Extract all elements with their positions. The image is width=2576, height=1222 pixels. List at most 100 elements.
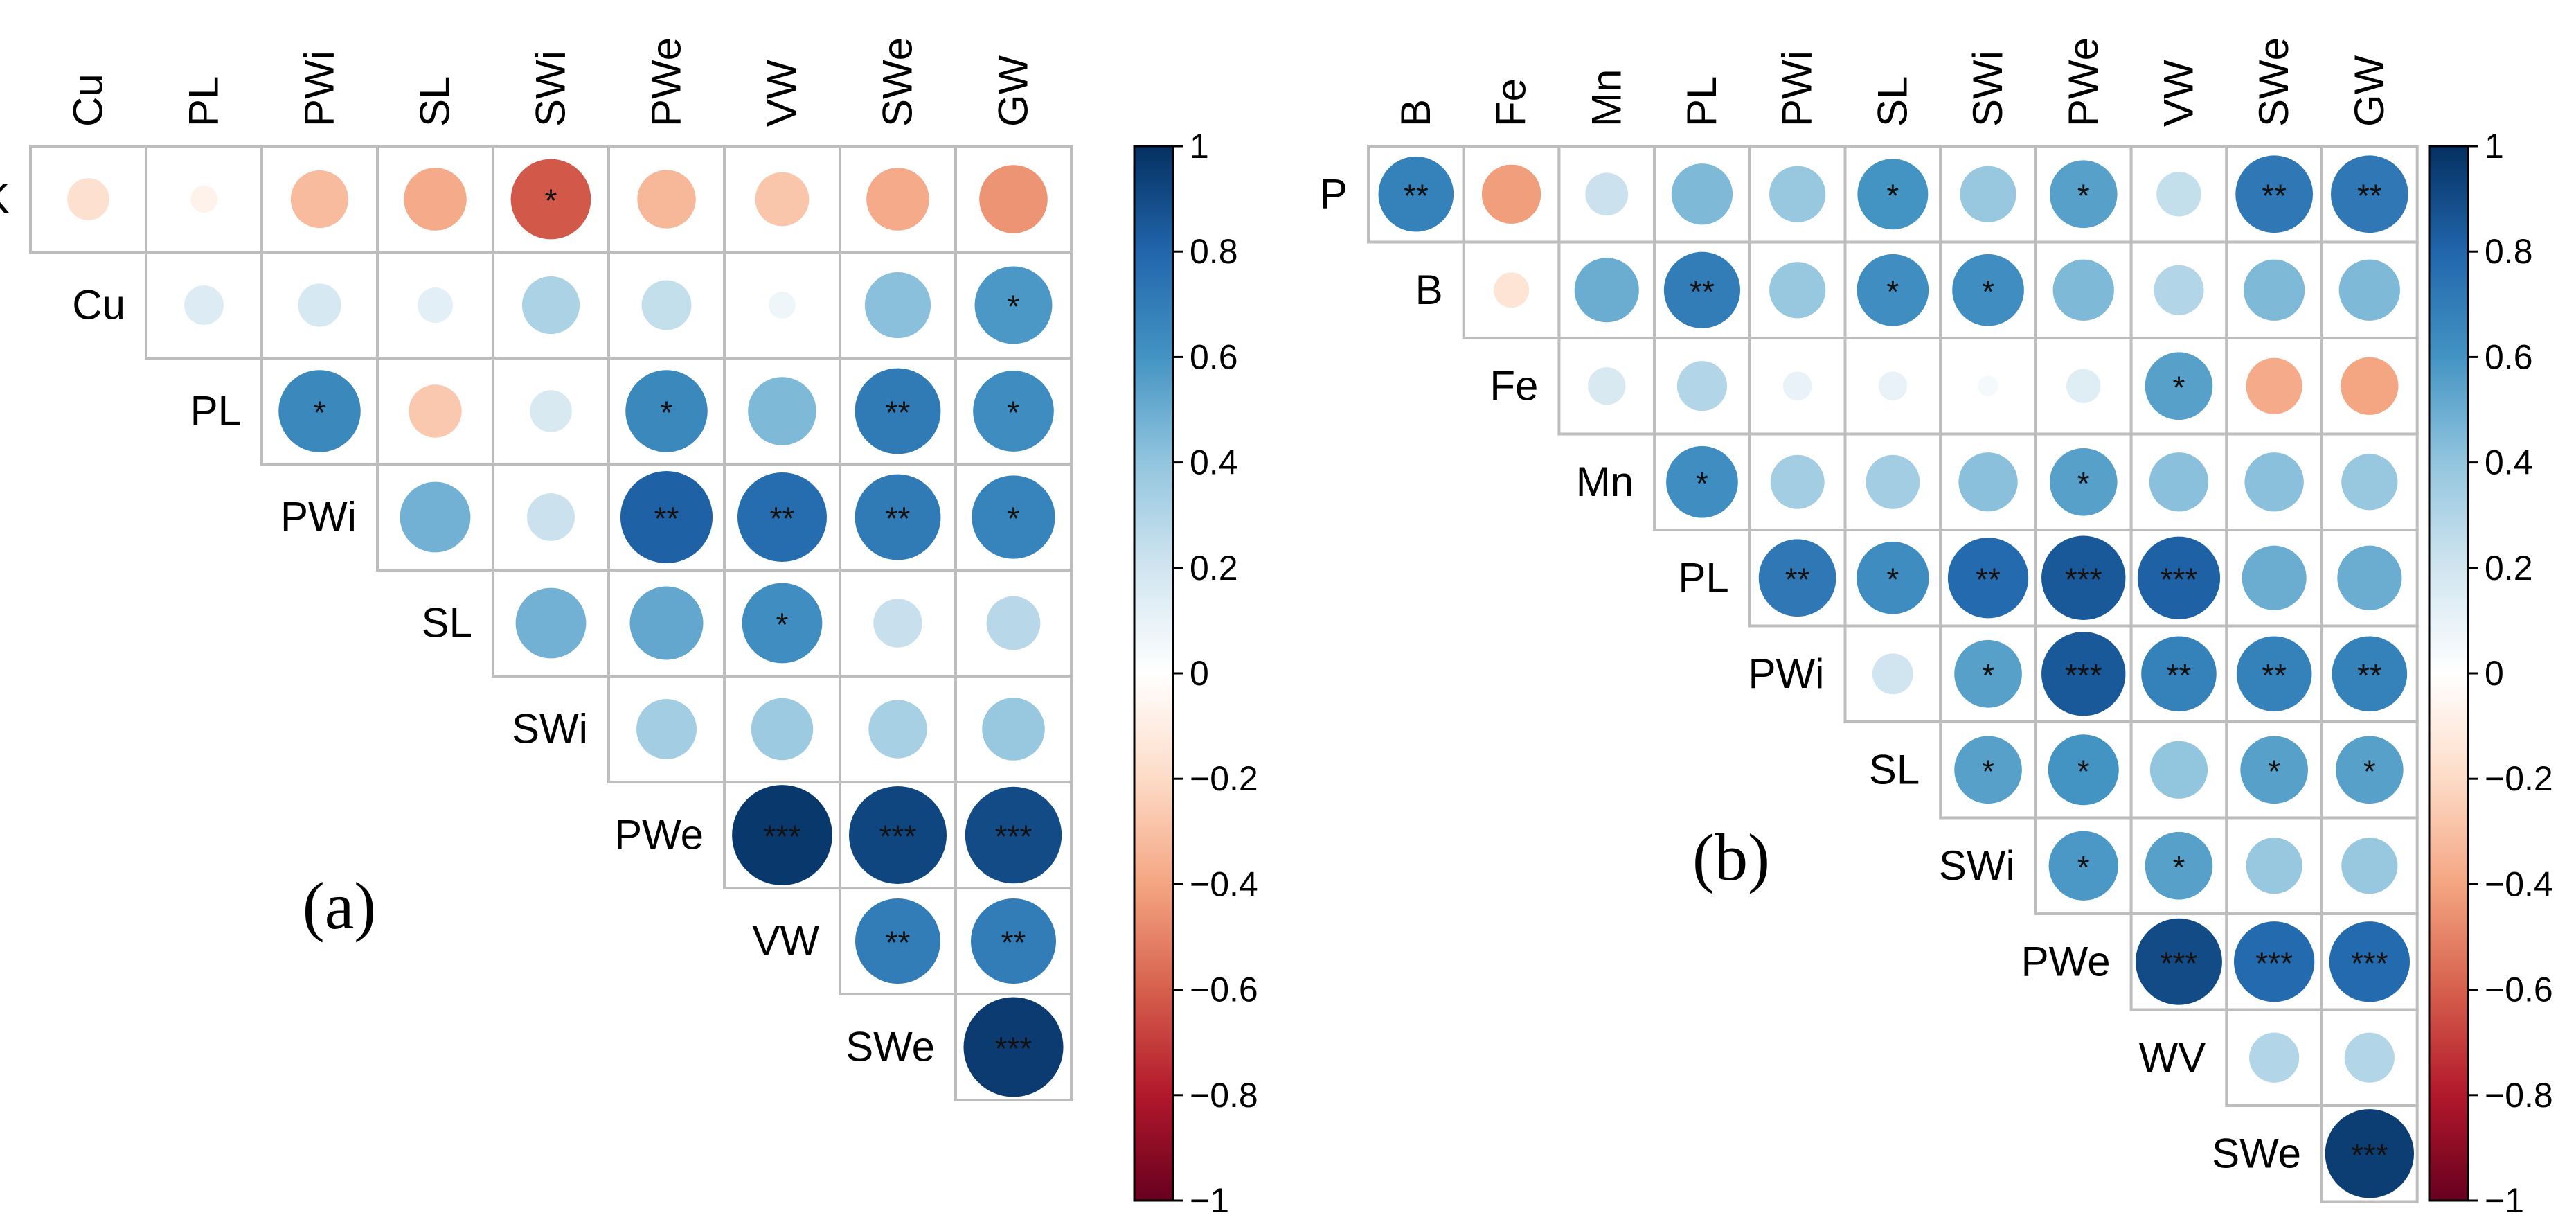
significance-marker: * (1982, 657, 1994, 693)
corr-circle-swe-gw (963, 997, 1064, 1097)
corr-circle-sl-swe (873, 599, 922, 648)
significance-marker: ** (886, 925, 911, 961)
row-label-mn: Mn (1576, 459, 1634, 505)
corr-circle-pwi-gw (972, 475, 1055, 559)
corr-circle-pwi-pwe (2041, 632, 2126, 716)
corr-circle-fe-mn (1588, 367, 1626, 405)
corr-circle-mn-vw (2149, 452, 2209, 512)
colorbar-tick-label: −1 (1190, 1181, 1229, 1220)
colorbar-tick-label: 1 (2485, 127, 2504, 166)
corr-circle-p-pwi (1769, 166, 1826, 222)
cell-mn-gw (2320, 432, 2419, 531)
corr-circle-cu-pl (184, 285, 224, 325)
corr-circle-p-mn (1585, 172, 1629, 216)
significance-marker: * (1886, 177, 1899, 213)
corr-circle-pl-sl (409, 384, 462, 438)
corr-circle-sl-gw (986, 596, 1041, 650)
significance-marker: ** (1001, 925, 1026, 961)
panel-label: (a) (303, 869, 377, 943)
corr-circle-p-swi (1960, 166, 2016, 222)
significance-marker: *** (2161, 561, 2198, 597)
corr-circle-b-pwe (2052, 259, 2114, 321)
row-label-swi: SWi (512, 706, 588, 752)
corr-circle-k-pl (190, 186, 217, 213)
corr-circle-sl-vw (2149, 741, 2208, 799)
significance-marker: * (2077, 466, 2090, 502)
row-label-k: K (0, 176, 10, 222)
corr-circle-pwe-swe (849, 786, 947, 884)
significance-marker: * (2268, 753, 2280, 789)
corr-circle-k-pwe (637, 170, 696, 229)
col-label-pl: PL (181, 76, 227, 127)
row-label-pwe: PWe (614, 812, 704, 858)
corr-circle-sl-vw (742, 583, 823, 664)
corr-circle-fe-vw (2145, 352, 2213, 420)
panel-b-correlogram: B Fe Mn PL PWi SL SWi PWe VW SWe GWP ** * * ** **B ** * *F… (1320, 37, 2553, 1220)
corr-circle-pwi-pwe (620, 470, 713, 564)
corr-circle-pwi-sl (400, 481, 471, 553)
row-label-b: B (1415, 267, 1443, 313)
corr-circle-sl-swi (515, 587, 587, 659)
significance-marker: *** (764, 819, 801, 855)
corr-circle-k-cu (67, 178, 109, 220)
colorbar-tick-label: 0.4 (1190, 443, 1238, 482)
row-label-sl: SL (1869, 746, 1920, 792)
colorbar-tick-label: −0.8 (2485, 1076, 2553, 1115)
corr-circle-p-b (1378, 156, 1454, 232)
significance-marker: *** (995, 1031, 1032, 1067)
corr-circle-swi-vw (751, 698, 814, 761)
corr-circle-b-gw (2338, 259, 2401, 321)
col-label-vw: VW (759, 60, 805, 127)
row-label-p: P (1320, 170, 1348, 217)
corr-circle-p-swe (2235, 155, 2314, 233)
corr-circle-k-vw (755, 172, 810, 227)
col-label-cu: Cu (65, 73, 111, 127)
col-label-b: B (1393, 99, 1439, 127)
corr-circle-pwe-gw (965, 786, 1062, 884)
corr-circle-pl-swe (855, 368, 941, 454)
col-label-swi: SWi (528, 51, 574, 127)
corr-circle-fe-sl (1878, 371, 1908, 401)
corr-circle-pl-pwi (278, 370, 361, 452)
colorbar-tick-label: 0.6 (2485, 337, 2533, 376)
colorbar-tick-label: 0 (1190, 654, 1209, 693)
corr-circle-mn-gw (2341, 454, 2398, 511)
significance-marker: * (1696, 466, 1708, 502)
corr-circle-pwe-swe (2233, 921, 2315, 1002)
corr-circle-p-pl (1671, 163, 1733, 225)
col-label-swi: SWi (1965, 51, 2011, 127)
significance-marker: * (2077, 753, 2090, 789)
corr-circle-sl-swi (1954, 736, 2022, 804)
corr-circle-pwi-swi (1954, 639, 2022, 708)
corr-circle-cu-vw (769, 292, 796, 319)
corr-circle-p-vw (2156, 171, 2201, 217)
col-label-gw: GW (990, 55, 1037, 127)
corr-circle-b-pl (1663, 251, 1741, 328)
corr-circle-mn-pwi (1770, 454, 1825, 509)
corr-circle-k-swe (866, 168, 929, 231)
corr-circle-b-swi (1952, 254, 2024, 326)
corr-circle-fe-gw (2341, 357, 2399, 415)
corr-circle-k-sl (404, 168, 467, 231)
corr-circle-mn-swi (1958, 452, 2018, 512)
row-label-fe: Fe (1490, 362, 1538, 409)
colorbar-tick-label: 0.6 (1190, 337, 1238, 376)
corr-circle-cu-pwe (641, 280, 692, 330)
corr-circle-pwi-swe (855, 474, 941, 560)
row-label-swe: SWe (846, 1024, 935, 1070)
significance-marker: ** (1690, 274, 1715, 310)
significance-marker: *** (2065, 561, 2102, 597)
col-label-pwi: PWi (296, 51, 343, 127)
significance-marker: ** (654, 501, 679, 537)
colorbar-tick-label: 1 (1190, 127, 1209, 166)
colorbar-tick-label: −0.6 (1190, 971, 1258, 1009)
significance-marker: ** (2167, 657, 2192, 693)
corr-circle-pl-swi (530, 390, 572, 432)
corr-circle-pwi-vw (737, 472, 827, 562)
corr-circle-pl-pwe (2041, 535, 2126, 620)
corr-circle-swi-vw (2145, 831, 2213, 900)
row-label-swe: SWe (2212, 1130, 2301, 1176)
corr-circle-pl-sl (1857, 541, 1929, 614)
panel-label: (b) (1692, 820, 1770, 894)
